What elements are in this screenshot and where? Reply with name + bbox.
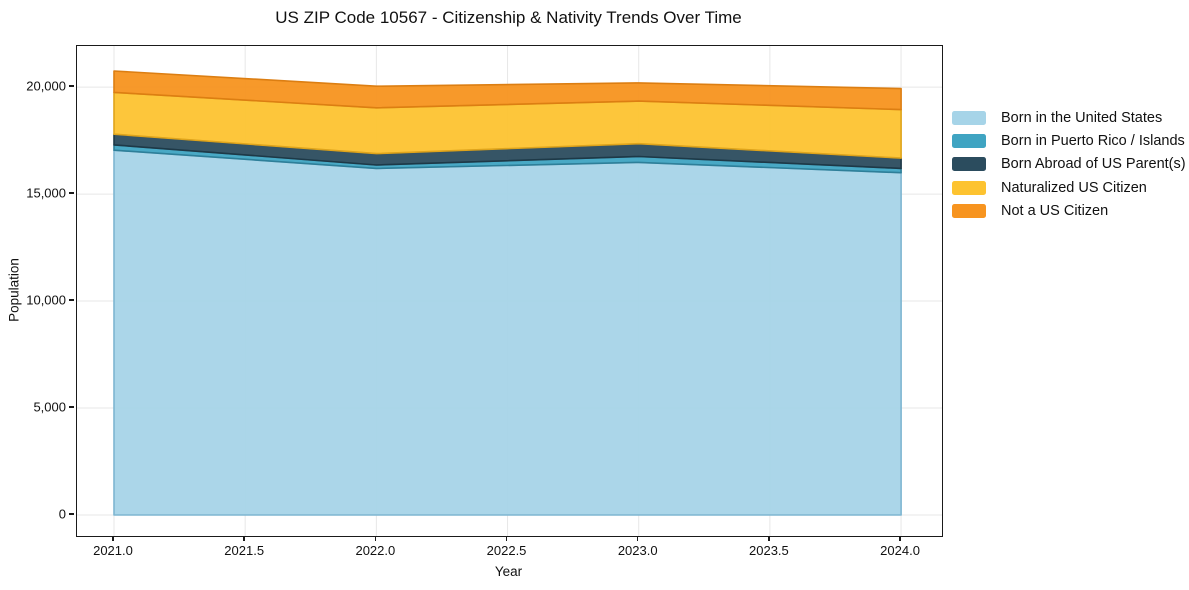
x-tick-label: 2022.5 xyxy=(486,543,527,558)
area-born-in-the-united-states xyxy=(113,149,902,516)
y-tick-mark xyxy=(69,406,74,408)
legend-swatch xyxy=(952,203,986,218)
x-tick-mark xyxy=(243,536,245,541)
x-tick-label: 2021.0 xyxy=(93,543,133,558)
x-tick-mark xyxy=(374,536,377,541)
legend-label: Not a US Citizen xyxy=(1001,202,1109,219)
x-tick-label: 2024.0 xyxy=(880,543,920,558)
y-tick-label: 0 xyxy=(58,506,66,522)
y-tick-mark xyxy=(69,192,74,194)
x-tick-mark xyxy=(636,536,639,541)
legend-swatch xyxy=(952,133,986,148)
legend-swatch xyxy=(952,180,986,195)
x-tick-label: 2023.0 xyxy=(617,543,658,558)
x-axis-label: Year xyxy=(494,564,523,579)
y-axis-label: Population xyxy=(6,258,22,322)
legend-swatch xyxy=(952,110,986,125)
legend-swatch xyxy=(952,157,986,172)
x-tick-label: 2023.5 xyxy=(749,543,789,558)
plot-area xyxy=(76,45,943,537)
y-tick-label: 15,000 xyxy=(26,185,66,201)
y-tick-mark xyxy=(69,85,74,87)
x-tick-label: 2022.0 xyxy=(355,543,396,558)
x-tick-mark xyxy=(768,536,770,541)
y-tick-label: 5,000 xyxy=(33,399,66,415)
chart-title: US ZIP Code 10567 - Citizenship & Nativi… xyxy=(275,8,742,27)
y-tick-mark xyxy=(69,299,74,301)
y-tick-label: 10,000 xyxy=(26,292,66,308)
x-tick-label: 2021.5 xyxy=(224,543,265,558)
legend-item: Naturalized US Citizen xyxy=(952,176,1186,199)
legend-label: Born in Puerto Rico / Islands xyxy=(1001,132,1185,149)
legend-item: Born Abroad of US Parent(s) xyxy=(952,153,1186,176)
area-not-a-us-citizen xyxy=(113,70,902,111)
legend-label: Born in the United States xyxy=(1001,109,1163,126)
legend-item: Born in the United States xyxy=(952,106,1186,129)
legend-label: Naturalized US Citizen xyxy=(1001,179,1147,196)
legend-item: Born in Puerto Rico / Islands xyxy=(952,129,1186,152)
y-tick-label: 20,000 xyxy=(26,78,66,94)
x-tick-mark xyxy=(899,536,901,541)
x-tick-mark xyxy=(505,536,508,541)
legend: Born in the United States Born in Puerto … xyxy=(952,106,1186,222)
area-series-group xyxy=(113,70,902,516)
stacked-area-chart xyxy=(77,46,942,536)
x-tick-mark xyxy=(112,536,114,541)
y-tick-mark xyxy=(69,513,74,515)
legend-label: Born Abroad of US Parent(s) xyxy=(1001,156,1186,173)
legend-item: Not a US Citizen xyxy=(952,199,1186,222)
